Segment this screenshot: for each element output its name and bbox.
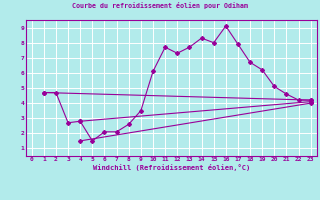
X-axis label: Windchill (Refroidissement éolien,°C): Windchill (Refroidissement éolien,°C) <box>92 164 250 171</box>
Text: Courbe du refroidissement éolien pour Odiham: Courbe du refroidissement éolien pour Od… <box>72 2 248 9</box>
